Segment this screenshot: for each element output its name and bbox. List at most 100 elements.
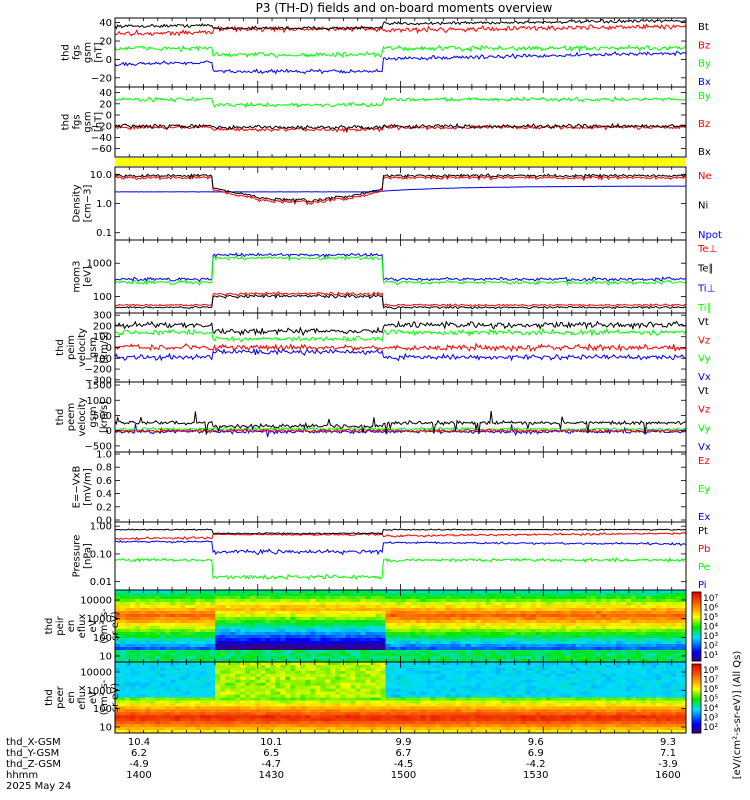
legend-entry: Vt	[698, 317, 709, 328]
series-line	[114, 539, 687, 556]
y-tick-label: 0.01	[90, 577, 112, 588]
y-axis-label: gsm	[88, 406, 99, 427]
y-axis-label: gsm	[83, 42, 94, 63]
y-tick-label: 1500	[87, 381, 112, 392]
bottom-axis-value: 1430	[259, 770, 284, 781]
y-axis-label: sr-eV)	[110, 611, 121, 640]
plot-title: P3 (TH-D) fields and on-board moments ov…	[256, 1, 553, 15]
y-axis-label: [km/s]	[99, 401, 110, 433]
series-line	[114, 254, 687, 287]
panel-frame	[114, 239, 687, 314]
bottom-axis-value: 1600	[655, 770, 680, 781]
y-tick-label: −20	[91, 122, 112, 133]
panel-density: 10.0 1.0 0.1 Density [cm−3] Ne Ni Npot	[72, 166, 722, 241]
panel-ion-spectrogram: 10000 1000 100 10 thd peir en eflux eV (cm²-s-sr-…	[44, 589, 687, 663]
y-axis-label: [cm−3]	[83, 185, 94, 223]
y-axis-label: thd	[55, 409, 66, 426]
series-line	[114, 528, 687, 535]
bottom-axis-value: 9.9	[396, 737, 412, 748]
panel-fgs-1: 40 20 0 −20 thd fgs gsm [nT] Bt Bz By Bx	[61, 17, 711, 88]
y-tick-label: 0.0	[96, 516, 112, 527]
y-tick-label: 1.00	[90, 522, 112, 533]
legend-entry: Pt	[698, 526, 708, 537]
legend-entry: Pi	[698, 580, 707, 591]
bottom-axis-value: 9.3	[660, 737, 676, 748]
panel-frame	[114, 86, 687, 158]
y-axis-label: thd	[44, 618, 55, 635]
y-axis-label: peim	[66, 335, 77, 360]
panel-frame	[114, 381, 687, 453]
series-line	[114, 531, 687, 541]
legend-entry: Bz	[698, 40, 710, 51]
y-axis-label: gsm	[83, 111, 94, 132]
y-tick-label: 0.8	[96, 463, 112, 474]
bottom-axis-value: 10.1	[260, 737, 282, 748]
series-line	[114, 427, 687, 434]
legend-entry: Ez	[698, 456, 710, 467]
legend-entry: Bx	[698, 147, 711, 158]
legend-entry: Ti⊥	[697, 283, 715, 294]
y-tick-label: 100	[93, 704, 112, 715]
bottom-row-label: thd_Z-GSM	[6, 759, 61, 770]
legend-entry: Vx	[698, 442, 711, 453]
colorbar-tick: 10⁴	[703, 704, 718, 714]
y-axis-label: thd	[55, 339, 66, 356]
panel-pressure: 1.00 0.10 0.01 Pressure [nPa] Pt Pb Pe Pi	[72, 521, 710, 591]
y-axis-label: eflux	[77, 614, 88, 639]
legend-entry: Npot	[698, 230, 722, 241]
y-tick-label: 0.2	[96, 502, 112, 513]
bottom-axis-value: 9.6	[528, 737, 544, 748]
y-tick-label: 10	[99, 652, 112, 663]
y-axis-label: peir	[55, 615, 66, 635]
y-axis-label: [nT]	[94, 42, 105, 62]
y-tick-label: −500	[85, 441, 112, 452]
y-axis-label: fgs	[72, 45, 83, 60]
y-tick-label: 100	[93, 292, 112, 303]
y-axis-label: eflux	[77, 685, 88, 710]
y-tick-label: −300	[85, 375, 112, 386]
colorbar-tick: 10⁵	[703, 613, 718, 623]
bottom-axis-value: 10.4	[128, 737, 150, 748]
series-line	[114, 320, 687, 337]
legend-entry: Ex	[698, 512, 710, 523]
series-line	[114, 426, 687, 433]
colorbar-tick: 10⁶	[703, 685, 718, 695]
colorbar-tick: 10⁷	[703, 676, 718, 686]
legend-entry: Te⊥	[697, 244, 717, 255]
series-line	[114, 252, 687, 283]
series-line	[114, 347, 687, 362]
legend-entry: Vy	[698, 354, 711, 365]
y-tick-label: 0	[106, 111, 112, 122]
legend-entry: Bt	[698, 22, 709, 33]
y-axis-label: velocity	[77, 328, 88, 367]
legend-entry: Ey	[698, 484, 710, 495]
y-tick-label: 40	[99, 18, 112, 29]
y-tick-label: 0	[106, 343, 112, 354]
series-line	[114, 122, 687, 132]
colorbar-tick: 10⁴	[703, 623, 718, 633]
bottom-axis-value: 1500	[391, 770, 416, 781]
y-axis-label: Density	[72, 184, 83, 222]
y-tick-label: 0.10	[90, 549, 112, 560]
y-axis-label: gsm	[88, 337, 99, 358]
bottom-axis-value: 7.1	[660, 748, 676, 759]
y-axis-label: thd	[61, 114, 72, 131]
bottom-axis-value: 6.5	[263, 748, 279, 759]
colorbar-tick: 10³	[703, 714, 718, 724]
y-tick-label: 20	[99, 99, 112, 110]
bottom-axis-value: -3.9	[658, 759, 678, 770]
y-axis-label: eV	[88, 619, 99, 632]
series-line	[114, 44, 687, 59]
y-tick-label: 200	[93, 321, 112, 332]
legend-entry: Vx	[698, 372, 711, 383]
y-axis-label: Pressure	[72, 535, 83, 578]
y-tick-label: 40	[99, 88, 112, 99]
y-tick-label: 1.0	[96, 450, 112, 461]
y-tick-label: 0.1	[96, 228, 112, 239]
y-axis-label: fgs	[72, 114, 83, 129]
y-tick-label: 100	[93, 332, 112, 343]
legend-entry: By	[698, 59, 711, 70]
panel-efield: 1.0 0.8 0.6 0.4 0.2 0.0 E=−VxB [mV/m] Ez Ey Ex	[72, 450, 711, 527]
